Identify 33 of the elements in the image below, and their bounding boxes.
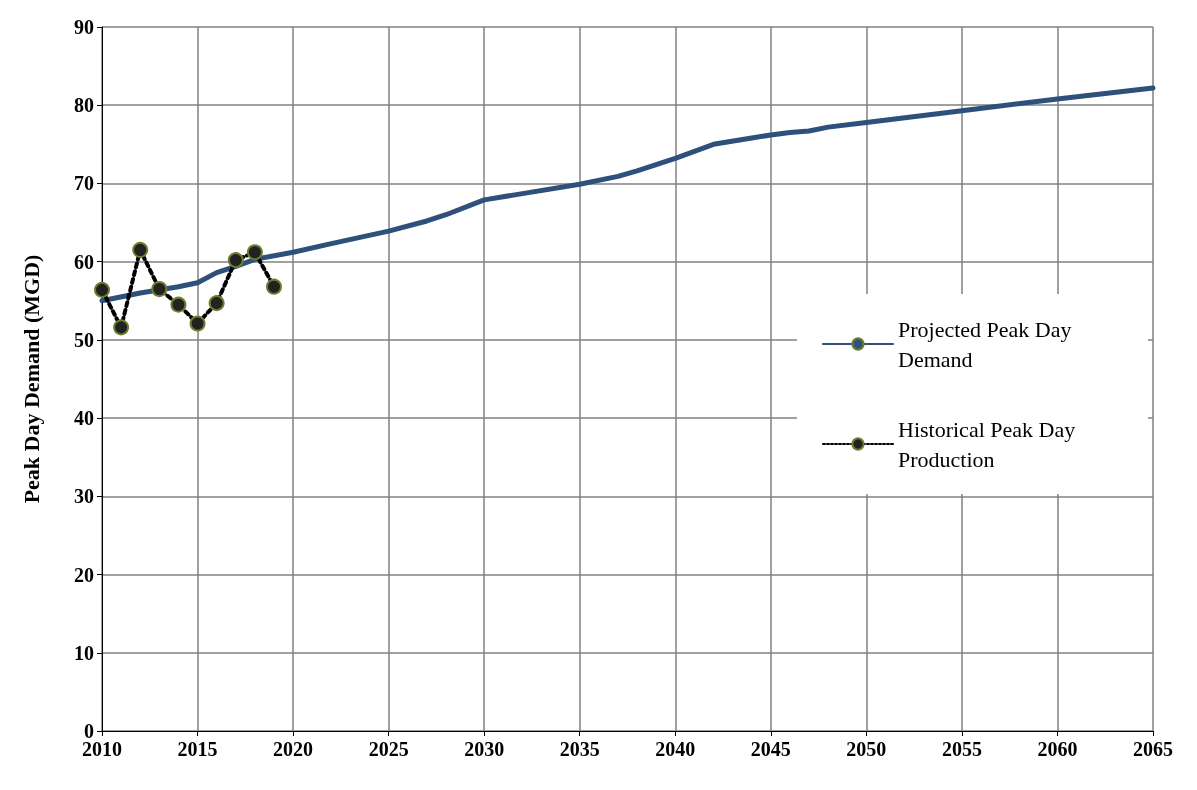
point: [208, 295, 225, 312]
point: [132, 241, 149, 258]
x-tick-label: 2020: [273, 738, 314, 760]
y-tick-label: 10: [74, 641, 94, 664]
x-tick-label: 2060: [1037, 738, 1078, 760]
y-tick-label: 80: [74, 94, 94, 117]
y-tick-label: 50: [74, 328, 94, 351]
x-tick-label: 2025: [368, 738, 409, 760]
x-tick-label: 2050: [846, 738, 887, 760]
y-tick-label: 70: [74, 172, 94, 195]
point: [151, 281, 168, 298]
legend-label: Historical Peak Day Production: [898, 416, 1081, 472]
x-tick-label: 2055: [941, 738, 982, 760]
y-axis-title: Peak Day Demand (MGD): [18, 254, 44, 504]
x-tick-label: 2035: [559, 738, 600, 760]
y-tick-label: 60: [74, 250, 94, 273]
x-tick-label: 2065: [1133, 738, 1173, 760]
y-tick-label: 30: [74, 485, 94, 508]
legend-label: Projected Peak Day Demand: [898, 316, 1077, 372]
point: [189, 315, 206, 332]
point: [113, 319, 130, 336]
x-tick-label: 2015: [177, 738, 218, 760]
y-tick-label: 40: [74, 407, 94, 430]
x-tick-label: 2040: [655, 738, 696, 760]
x-tick-label: 2045: [750, 738, 791, 760]
point: [170, 296, 187, 313]
point: [94, 281, 110, 298]
point: [246, 244, 263, 261]
x-tick-label: 2030: [464, 738, 505, 760]
point: [227, 252, 244, 269]
y-tick-label: 90: [74, 16, 94, 38]
point: [266, 278, 282, 295]
y-tick-label: 20: [74, 563, 94, 586]
